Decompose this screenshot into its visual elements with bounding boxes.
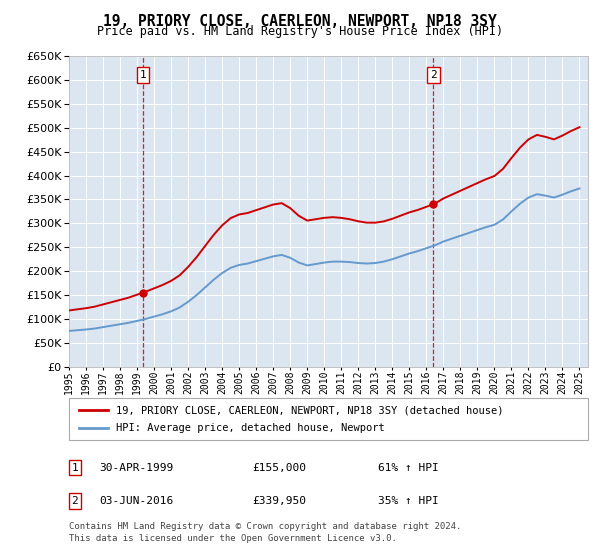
Text: Contains HM Land Registry data © Crown copyright and database right 2024.: Contains HM Land Registry data © Crown c…	[69, 522, 461, 531]
Text: 1: 1	[139, 70, 146, 80]
Text: HPI: Average price, detached house, Newport: HPI: Average price, detached house, Newp…	[116, 423, 385, 433]
Text: 1: 1	[71, 463, 79, 473]
Text: 35% ↑ HPI: 35% ↑ HPI	[378, 496, 439, 506]
Text: £155,000: £155,000	[252, 463, 306, 473]
Text: 61% ↑ HPI: 61% ↑ HPI	[378, 463, 439, 473]
Text: £339,950: £339,950	[252, 496, 306, 506]
Text: 2: 2	[71, 496, 79, 506]
Text: Price paid vs. HM Land Registry's House Price Index (HPI): Price paid vs. HM Land Registry's House …	[97, 25, 503, 38]
Text: 19, PRIORY CLOSE, CAERLEON, NEWPORT, NP18 3SY: 19, PRIORY CLOSE, CAERLEON, NEWPORT, NP1…	[103, 14, 497, 29]
Text: 03-JUN-2016: 03-JUN-2016	[99, 496, 173, 506]
Text: 19, PRIORY CLOSE, CAERLEON, NEWPORT, NP18 3SY (detached house): 19, PRIORY CLOSE, CAERLEON, NEWPORT, NP1…	[116, 405, 503, 415]
Text: This data is licensed under the Open Government Licence v3.0.: This data is licensed under the Open Gov…	[69, 534, 397, 543]
Text: 30-APR-1999: 30-APR-1999	[99, 463, 173, 473]
Text: 2: 2	[430, 70, 437, 80]
